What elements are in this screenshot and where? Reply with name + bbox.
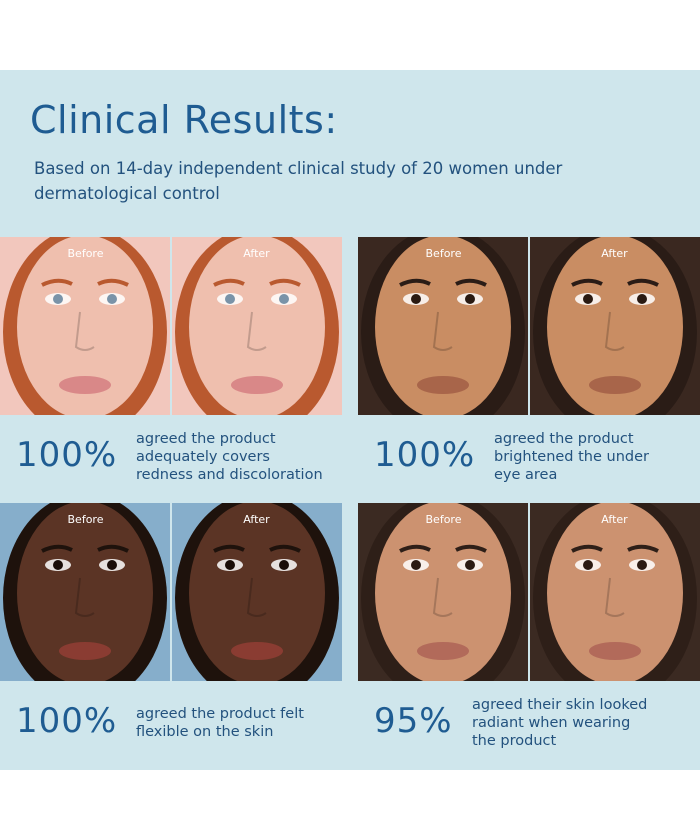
stat-value: 100%: [16, 701, 118, 741]
after-label: After: [601, 513, 628, 526]
after-label: After: [243, 247, 270, 260]
stat-description: eye area: [494, 467, 558, 483]
before-label: Before: [67, 513, 104, 526]
before-after-photo: [0, 227, 342, 437]
stat-description: radiant when wearing: [472, 715, 631, 731]
stat-description: adequately covers: [136, 449, 270, 465]
stat-description: agreed their skin looked: [472, 697, 648, 713]
before-label: Before: [67, 247, 104, 260]
stat-value: 95%: [374, 701, 453, 741]
subtitle: Based on 14-day independent clinical stu…: [34, 159, 563, 203]
stat-description: flexible on the skin: [136, 724, 274, 740]
before-label: Before: [425, 247, 462, 260]
stat-description: agreed the product: [494, 431, 634, 447]
stat-description: the product: [472, 733, 557, 749]
before-after-photo: [0, 493, 342, 703]
photo-art: [358, 227, 700, 437]
stat-description: agreed the product felt: [136, 706, 304, 722]
before-after-photo: [358, 493, 700, 703]
stat-value: 100%: [16, 435, 118, 475]
stat-value: 100%: [374, 435, 476, 475]
photo-art: [0, 227, 342, 437]
photo-art: [358, 493, 700, 703]
photo-art: [0, 493, 342, 703]
before-after-photo: [358, 227, 700, 437]
after-label: After: [243, 513, 270, 526]
title: Clinical Results:: [30, 98, 338, 142]
stat-description: agreed the product: [136, 431, 276, 447]
after-label: After: [601, 247, 628, 260]
before-label: Before: [425, 513, 462, 526]
stat-description: redness and discoloration: [136, 467, 323, 483]
stat-description: brightened the under: [494, 449, 649, 465]
